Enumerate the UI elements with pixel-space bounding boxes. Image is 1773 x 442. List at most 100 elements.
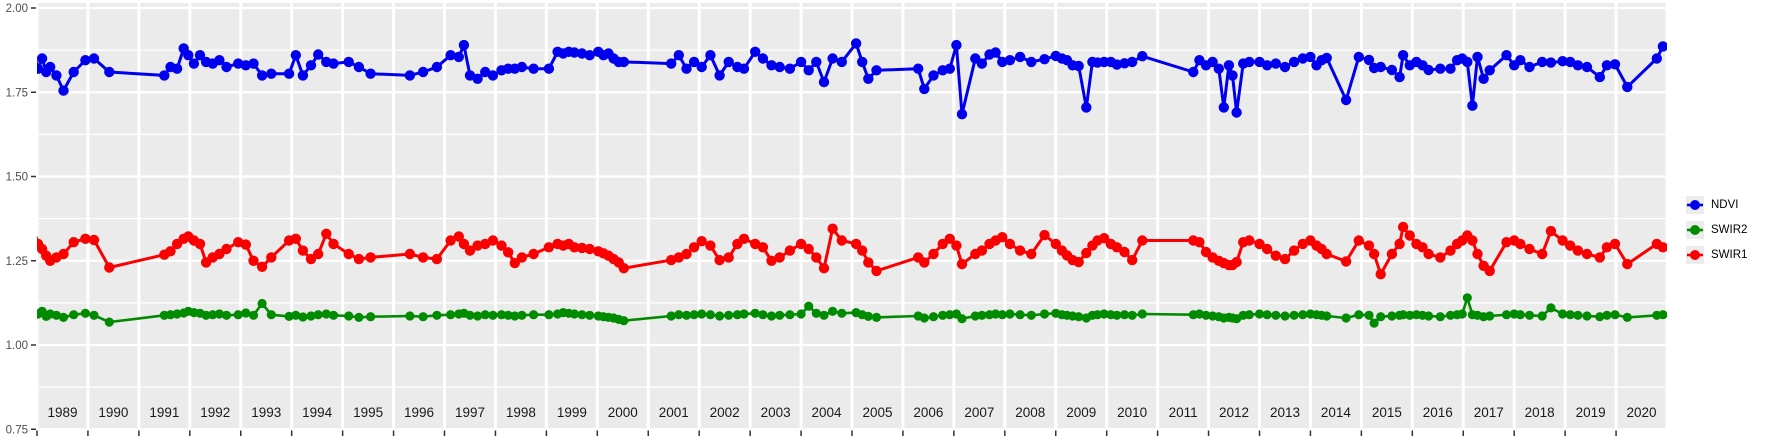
series-ndvi-point xyxy=(913,63,924,74)
series-ndvi-point xyxy=(1397,50,1409,61)
series-swir1-point xyxy=(1353,235,1365,246)
series-ndvi-point xyxy=(750,46,761,57)
ndvi-point-line-icon xyxy=(1686,196,1704,214)
year-label: 2020 xyxy=(1627,405,1657,420)
series-ndvi-point xyxy=(863,73,874,85)
series-ndvi-point xyxy=(313,49,324,60)
series-swir1-point xyxy=(1270,250,1282,261)
series-swir2-point xyxy=(1298,310,1308,320)
series-ndvi-point xyxy=(104,66,115,78)
series-swir1-point xyxy=(1545,225,1557,237)
series-swir2-point xyxy=(1364,310,1374,320)
year-label: 1999 xyxy=(557,405,587,420)
series-swir2-point xyxy=(1445,310,1456,320)
series-swir1-point xyxy=(1368,248,1380,260)
series-swir2-point xyxy=(298,312,308,322)
series-ndvi-point xyxy=(543,63,555,74)
series-ndvi-point xyxy=(1524,61,1535,73)
series-swir1-point xyxy=(1288,245,1300,256)
series-ndvi-point xyxy=(1557,56,1568,67)
series-swir1-point xyxy=(1039,229,1050,241)
series-ndvi-point xyxy=(1609,59,1621,70)
series-ndvi-point xyxy=(1353,51,1365,63)
series-ndvi-point xyxy=(1279,61,1291,73)
series-ndvi-line xyxy=(37,40,1665,115)
series-swir2-point xyxy=(1565,310,1575,320)
series-swir2-point xyxy=(1280,311,1290,321)
series-ndvi-point xyxy=(51,70,62,81)
series-swir2-point xyxy=(214,309,224,319)
series-ndvi-point xyxy=(1622,81,1633,93)
series-ndvi-point xyxy=(1261,60,1273,71)
series-swir1-point xyxy=(569,242,580,253)
year-label: 2002 xyxy=(710,405,740,420)
series-swir2-point xyxy=(977,310,987,320)
series-swir2-point xyxy=(724,310,734,320)
series-ndvi-point xyxy=(256,70,268,81)
series-swir2-point xyxy=(1387,311,1397,321)
series-ndvi-point xyxy=(1270,58,1282,69)
year-label: 2009 xyxy=(1066,405,1096,420)
series-swir1-point xyxy=(688,242,700,253)
series-ndvi-point xyxy=(1651,53,1663,64)
series-swir2-point xyxy=(37,310,38,316)
series-ndvi-point xyxy=(1014,51,1026,63)
series-swir1-point xyxy=(803,243,814,255)
series-swir1-point xyxy=(1423,248,1434,260)
series-swir1-point xyxy=(1026,248,1037,260)
series-swir1-point xyxy=(68,237,79,248)
series-swir2-point xyxy=(1015,310,1025,320)
series-swir1-point xyxy=(1515,238,1526,250)
series-swir1-point xyxy=(88,234,100,246)
year-label: 1996 xyxy=(404,405,434,420)
series-swir1-point xyxy=(919,257,930,268)
series-swir2-point xyxy=(344,311,354,321)
series-swir1-point xyxy=(353,253,365,265)
series-ndvi-point xyxy=(811,56,822,68)
series-swir1-point xyxy=(1565,240,1576,251)
series-ndvi-point xyxy=(188,58,200,69)
series-swir1-point xyxy=(1254,238,1265,250)
series-swir1-point xyxy=(705,240,716,251)
series-swir1-point xyxy=(1581,248,1593,260)
series-ndvi-point xyxy=(1545,57,1557,68)
series-ndvi-point xyxy=(850,38,862,49)
series-swir1-point xyxy=(928,248,939,260)
series-ndvi-point xyxy=(857,56,868,68)
series-ndvi-point xyxy=(171,63,183,74)
series-swir1-point xyxy=(714,254,725,266)
series-swir2-point xyxy=(465,310,475,320)
series-ndvi-point xyxy=(516,61,528,73)
series-swir2-point xyxy=(544,310,554,320)
series-swir2-point xyxy=(248,310,259,320)
swir2-point-line-icon xyxy=(1686,221,1704,239)
series-swir2-point xyxy=(257,298,267,309)
year-label: 2012 xyxy=(1219,405,1249,420)
series-ndvi-point xyxy=(68,66,79,78)
series-ndvi-point xyxy=(584,50,595,61)
legend-item-swir1: SWIR1 xyxy=(1686,246,1747,264)
year-label: 2001 xyxy=(659,405,689,420)
series-ndvi-point xyxy=(1501,50,1512,61)
year-label: 2014 xyxy=(1321,405,1352,420)
series-swir1-point xyxy=(1279,253,1291,265)
series-ndvi-point xyxy=(1227,70,1238,81)
year-label: 2010 xyxy=(1117,405,1147,420)
legend-item-ndvi: NDVI xyxy=(1686,196,1747,214)
series-swir1-point xyxy=(1472,248,1483,260)
series-ndvi-point xyxy=(1288,56,1300,68)
series-swir1-point xyxy=(836,235,847,246)
series-swir2-point xyxy=(241,308,251,318)
series-ndvi-point xyxy=(297,70,309,81)
series-ndvi-point xyxy=(836,56,847,68)
series-swir1-point xyxy=(1073,256,1084,268)
series-swir2-point xyxy=(446,310,456,320)
series-ndvi-point xyxy=(1484,65,1495,76)
y-axis-label: 1.25 xyxy=(6,256,28,268)
series-swir2-point xyxy=(928,312,939,322)
series-ndvi-point xyxy=(445,50,456,61)
series-swir2-point xyxy=(233,310,243,320)
series-ndvi-point xyxy=(569,47,580,58)
series-ndvi-point xyxy=(827,53,838,64)
series-ndvi-point xyxy=(1231,107,1242,118)
